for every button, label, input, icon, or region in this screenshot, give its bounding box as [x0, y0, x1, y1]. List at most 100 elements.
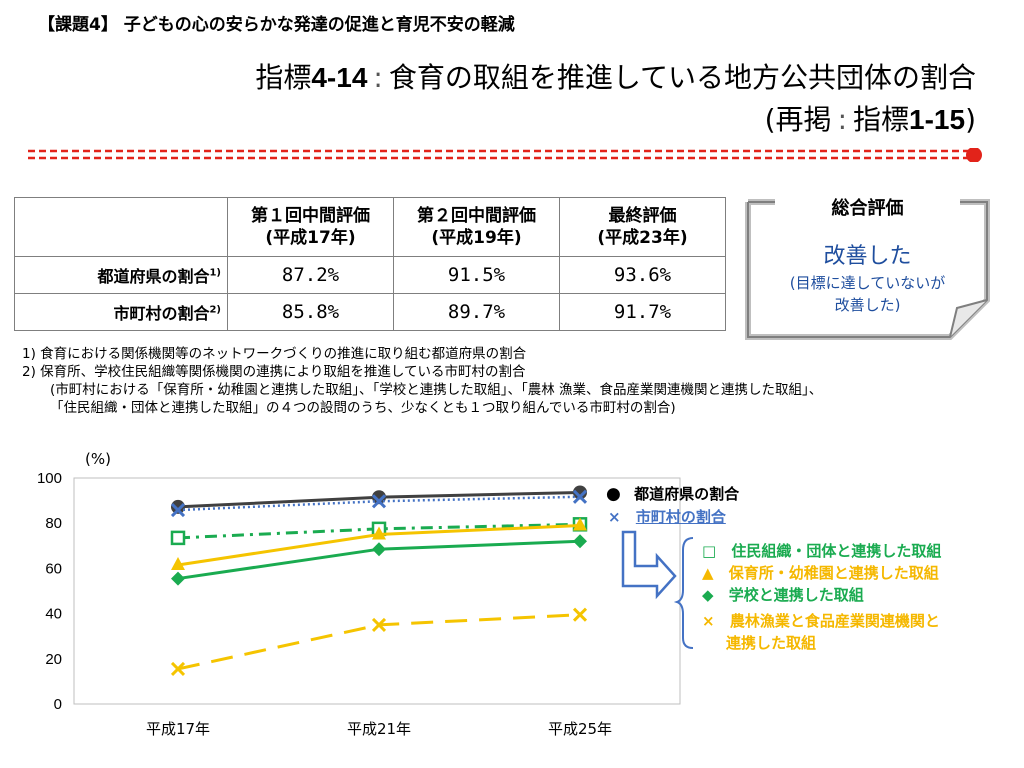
subtitle-prefix: 指標 [853, 103, 910, 136]
legend-item: ▲ 保育所・幼稚園と連携した取組 [702, 562, 939, 583]
row-label: 都道府県の割合1) [14, 256, 228, 294]
row-label: 市町村の割合2) [14, 293, 228, 331]
data-point [372, 542, 386, 557]
table-cell: 87.2% [227, 256, 394, 294]
x-tick-label: 平成21年 [347, 720, 411, 738]
header-line2: (平成19年) [431, 228, 522, 248]
data-point [573, 534, 587, 549]
line-chart: (%) 0 20 40 60 80 100 平成17年 平成21年 平成25年 [37, 450, 681, 738]
table-header-row: 第１回中間評価 (平成17年) 第２回中間評価 (平成19年) 最終評価 (平成23年… [14, 197, 726, 257]
x-tick-label: 平成17年 [146, 720, 210, 738]
subtitle-colon: : [837, 103, 847, 136]
plot-frame [73, 477, 681, 705]
legend-label: 連携した取組 [726, 634, 817, 652]
data-point [572, 607, 588, 622]
data-point [372, 526, 386, 540]
title-text: 食育の取組を推進している地方公共団体の割合 [388, 61, 976, 94]
subtitle-open: (再掲 [764, 103, 832, 136]
data-point [171, 557, 185, 571]
legend-item: × 市町村の割合 [608, 506, 726, 527]
legend-item: ◆ 学校と連携した取組 [702, 584, 864, 605]
table-header-cell: 最終評価 (平成23年) [559, 197, 726, 257]
data-point [371, 494, 387, 509]
evaluation-title: 総合評価 [831, 198, 904, 219]
legend-bracket [621, 530, 694, 649]
legend-label: 住民組織・団体と連携した取組 [731, 542, 942, 560]
legend-label: 学校と連携した取組 [728, 586, 864, 604]
subtitle-indicator-number: 1-15 [909, 104, 966, 135]
x-tick-label: 平成25年 [548, 720, 612, 738]
legend-item: □ 住民組織・団体と連携した取組 [702, 540, 941, 561]
data-point [171, 499, 185, 514]
arrow-right-icon [621, 530, 677, 600]
legend-item-cont: 連携した取組 [726, 632, 816, 653]
data-point [372, 490, 386, 505]
data-point [170, 661, 186, 677]
data-point [573, 517, 587, 531]
y-tick-label: 20 [45, 651, 62, 668]
table-header-cell: 第１回中間評価 (平成17年) [227, 197, 394, 257]
subject-heading: 【課題4】 子どもの心の安らかな発達の促進と育児不安の軽減 [38, 15, 515, 35]
table-cell: 91.7% [559, 293, 726, 331]
y-tick-label: 40 [45, 606, 62, 623]
table-header-cell: 第２回中間評価 (平成19年) [393, 197, 560, 257]
x-marker-icon: × [608, 508, 621, 526]
circle-marker-icon: ● [606, 484, 621, 504]
footnote-2-detail: (市町村における「保育所・幼稚園と連携した取組」、「学校と連携した取組」、「農林… [50, 382, 823, 398]
legend-item: × 農林漁業と食品産業関連機関と [702, 610, 940, 631]
square-marker-icon: □ [702, 542, 717, 560]
header-line2: (平成23年) [597, 228, 688, 248]
table-cell: 91.5% [393, 256, 560, 294]
data-point [573, 485, 587, 500]
data-point [170, 530, 186, 546]
footnote-2: 2) 保育所、学校住民組織等関係機関の連携により取組を推進している市町村の割合 [22, 364, 526, 380]
y-tick-label: 60 [45, 560, 62, 577]
y-tick-label: 100 [37, 470, 62, 487]
triangle-marker-icon: ▲ [702, 564, 714, 582]
row-label-text: 市町村の割合 [113, 304, 210, 323]
table-row: 市町村の割合2) 85.8% 89.7% 91.7% [14, 293, 726, 331]
series-line [177, 522, 581, 540]
legend-label: 都道府県の割合 [634, 485, 740, 503]
evaluation-note-line2: 改善した) [834, 296, 901, 314]
diamond-marker-icon: ◆ [702, 586, 714, 604]
header-line1: 第２回中間評価 [417, 206, 536, 226]
table-cell: 93.6% [559, 256, 726, 294]
legend-item: ● 都道府県の割合 [606, 483, 739, 504]
table-row: 都道府県の割合1) 87.2% 91.5% 93.6% [14, 256, 726, 294]
y-tick-label: 0 [54, 696, 62, 713]
evaluation-result: 改善した [823, 244, 912, 269]
divider-dot-icon [966, 148, 982, 162]
title-divider [28, 148, 982, 162]
row-footnote-mark: 1) [209, 267, 221, 279]
data-point [170, 503, 186, 518]
footnote-2-detail-cont: 「住民組織・団体と連携した取組」の４つの設問のうち、少なくとも１つ取り組んでいる… [50, 400, 676, 416]
page-curl-icon [949, 299, 988, 338]
header-line1: 第１回中間評価 [251, 206, 370, 226]
legend-label: 農林漁業と食品産業関連機関と [729, 612, 940, 630]
row-label-text: 都道府県の割合 [97, 267, 210, 286]
x-marker-icon: × [702, 612, 715, 630]
evaluation-box [745, 199, 990, 340]
data-point [371, 617, 387, 632]
legend-label: 保育所・幼稚園と連携した取組 [728, 564, 939, 582]
summary-table: 第１回中間評価 (平成17年) 第２回中間評価 (平成19年) 最終評価 (平成23年… [14, 197, 726, 331]
page-subtitle: (再掲: 指標1-15) [765, 98, 976, 138]
header-line2: (平成17年) [265, 228, 356, 248]
subtitle-close: ) [965, 103, 976, 136]
title-prefix: 指標 [255, 61, 312, 94]
evaluation-note: (目標に達していないが 改善した) [755, 272, 980, 316]
title-indicator-number: 4-14 [311, 62, 368, 93]
table-corner-cell [14, 197, 228, 257]
row-footnote-mark: 2) [209, 304, 221, 316]
evaluation-note-line1: (目標に達していないが [789, 274, 946, 292]
header-line1: 最終評価 [608, 206, 677, 226]
data-point [171, 571, 185, 586]
table-cell: 89.7% [393, 293, 560, 331]
page-title: 指標4-14: 食育の取組を推進している地方公共団体の割合 [255, 56, 976, 96]
title-colon: : [373, 61, 383, 94]
legend-label: 市町村の割合 [635, 508, 726, 526]
table-cell: 85.8% [227, 293, 394, 331]
data-point [572, 489, 588, 504]
y-tick-label: 80 [45, 515, 62, 532]
